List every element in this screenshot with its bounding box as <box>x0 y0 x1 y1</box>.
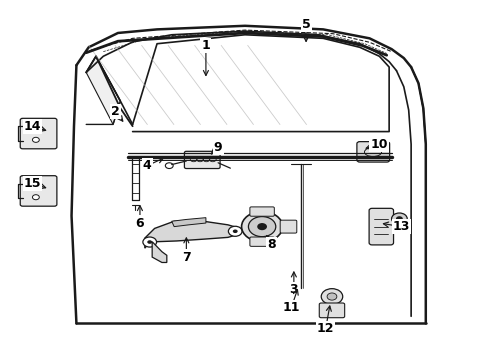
FancyBboxPatch shape <box>250 207 274 216</box>
Text: 5: 5 <box>302 18 311 31</box>
Text: 10: 10 <box>370 138 388 150</box>
Circle shape <box>242 212 283 242</box>
Circle shape <box>32 182 39 187</box>
Text: 11: 11 <box>283 301 300 314</box>
FancyBboxPatch shape <box>280 220 297 233</box>
Circle shape <box>32 195 39 200</box>
FancyBboxPatch shape <box>319 303 344 318</box>
Polygon shape <box>152 242 167 262</box>
FancyBboxPatch shape <box>20 176 57 206</box>
Polygon shape <box>145 221 240 248</box>
Circle shape <box>147 240 152 244</box>
Text: 7: 7 <box>182 251 191 264</box>
Text: 9: 9 <box>214 141 222 154</box>
FancyBboxPatch shape <box>369 208 393 245</box>
Text: 1: 1 <box>201 39 210 52</box>
Circle shape <box>143 237 157 247</box>
Text: 6: 6 <box>136 216 144 230</box>
Circle shape <box>396 216 403 221</box>
Circle shape <box>32 137 39 142</box>
Polygon shape <box>172 218 206 226</box>
Circle shape <box>321 289 343 305</box>
Text: 8: 8 <box>268 238 276 251</box>
FancyBboxPatch shape <box>357 141 390 162</box>
Polygon shape <box>86 56 121 125</box>
FancyBboxPatch shape <box>250 237 274 246</box>
Circle shape <box>228 226 242 236</box>
Circle shape <box>248 217 276 237</box>
FancyBboxPatch shape <box>20 118 57 149</box>
Text: 15: 15 <box>24 177 41 190</box>
Circle shape <box>327 293 337 300</box>
FancyBboxPatch shape <box>184 151 220 168</box>
Circle shape <box>257 223 267 230</box>
Circle shape <box>32 125 39 130</box>
Text: 12: 12 <box>317 322 334 335</box>
Text: 14: 14 <box>24 120 41 133</box>
Text: 4: 4 <box>143 159 151 172</box>
Text: 13: 13 <box>392 220 410 233</box>
Circle shape <box>392 213 407 225</box>
Text: 2: 2 <box>111 105 120 118</box>
Circle shape <box>233 229 238 233</box>
Text: 3: 3 <box>290 283 298 296</box>
